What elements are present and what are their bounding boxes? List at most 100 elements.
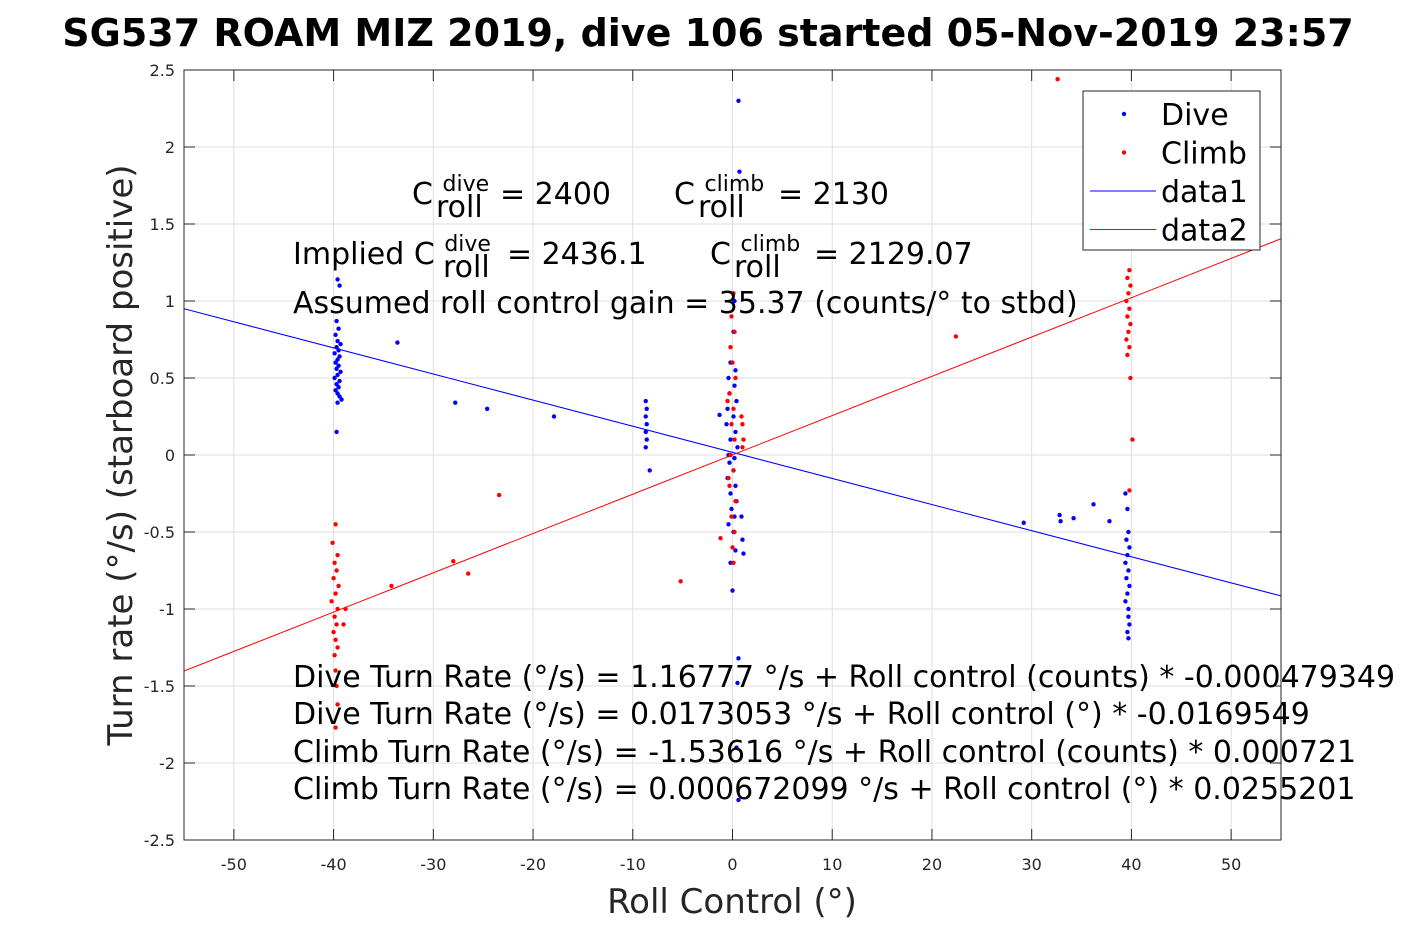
point-dive: [735, 680, 740, 686]
point-climb: [1127, 306, 1132, 311]
point-dive: [643, 398, 648, 404]
point-dive: [1127, 583, 1132, 589]
point-climb: [334, 683, 339, 689]
y-tick-label: 1.5: [150, 215, 175, 234]
point-dive: [736, 797, 741, 803]
point-climb: [732, 437, 737, 442]
point-climb: [496, 492, 502, 498]
point-climb: [389, 583, 394, 589]
legend-label: Climb: [1161, 137, 1247, 172]
point-climb: [334, 568, 339, 573]
point-dive: [1124, 576, 1129, 581]
implied-c-roll-dive-value: = 2436.1: [507, 237, 647, 272]
point-dive: [333, 360, 338, 365]
point-dive: [334, 429, 339, 435]
x-tick-label: -20: [520, 855, 546, 874]
point-dive: [1123, 560, 1128, 565]
point-dive: [717, 412, 722, 418]
point-climb: [330, 540, 335, 545]
point-dive: [732, 298, 737, 304]
point-climb: [335, 645, 340, 650]
point-climb: [343, 606, 348, 612]
implied-prefix: Implied: [293, 237, 414, 272]
point-climb: [1128, 321, 1133, 327]
point-dive: [1057, 512, 1062, 518]
point-climb: [731, 291, 736, 296]
point-climb: [1125, 275, 1130, 281]
y-tick-label: 0: [165, 446, 175, 465]
point-climb: [730, 360, 735, 365]
roll-gain-annotation: Assumed roll control gain = 35.37 (count…: [293, 286, 1078, 321]
point-dive: [1126, 636, 1131, 641]
point-climb: [726, 475, 731, 481]
point-dive: [336, 326, 341, 331]
point-climb: [953, 334, 959, 339]
point-dive: [643, 445, 648, 450]
point-dive: [1127, 622, 1132, 627]
implied-c-roll-dive-subscript: roll: [443, 250, 490, 285]
point-dive: [644, 422, 649, 427]
point-climb: [739, 414, 744, 419]
point-climb: [725, 398, 730, 404]
axis-ticks: -50 -40 -30 -20 -10 0 10 20 30 40 50-2.5-2-1.5-1-0…: [144, 61, 1281, 874]
point-dive: [1123, 491, 1128, 496]
series-climb: [329, 77, 1135, 730]
point-dive: [1021, 520, 1026, 525]
point-dive: [1071, 515, 1076, 521]
point-climb: [729, 314, 734, 319]
point-dive: [728, 491, 733, 496]
point-climb: [332, 560, 337, 565]
y-tick-label: -0.5: [144, 523, 175, 542]
y-tick-label: -1: [159, 600, 175, 619]
point-dive: [335, 277, 340, 282]
legend-label: data2: [1161, 214, 1248, 249]
x-tick-label: -50: [221, 855, 247, 874]
point-dive: [335, 372, 340, 378]
point-dive: [725, 406, 730, 411]
x-tick-label: 30: [1022, 855, 1042, 874]
c-roll-dive-annotation: C dive: [412, 172, 489, 212]
y-axis-label: Turn rate (°/s) (starboard positive): [101, 164, 141, 746]
implied-c-roll-climb-annotation: C climb: [710, 232, 800, 272]
point-climb: [1130, 437, 1135, 442]
c-symbol: C: [710, 237, 731, 272]
point-dive: [729, 506, 734, 512]
point-dive: [728, 437, 733, 442]
point-climb: [451, 559, 456, 564]
point-climb: [1124, 337, 1129, 342]
x-tick-label: -10: [620, 855, 646, 874]
point-dive: [727, 460, 732, 465]
point-climb: [331, 576, 336, 581]
c-symbol: C: [414, 237, 435, 272]
point-dive: [334, 318, 339, 324]
x-tick-label: 20: [922, 855, 942, 874]
point-climb: [731, 406, 736, 411]
point-dive: [1058, 519, 1063, 524]
point-climb: [336, 583, 341, 589]
point-climb: [335, 606, 340, 612]
point-dive: [334, 366, 339, 371]
point-dive: [733, 429, 738, 435]
point-dive: [337, 283, 342, 288]
climb-fit-degrees: Climb Turn Rate (°/s) = 0.000672099 °/s …: [293, 772, 1355, 807]
point-dive: [726, 522, 731, 527]
point-dive: [395, 340, 400, 345]
y-tick-label: 2.5: [150, 61, 175, 80]
point-climb: [740, 445, 745, 450]
point-dive: [733, 548, 738, 553]
point-dive: [734, 398, 739, 404]
y-tick-label: -2: [159, 754, 175, 773]
legend-label: data1: [1161, 175, 1248, 210]
point-climb: [733, 499, 738, 504]
point-dive: [336, 385, 341, 390]
implied-c-roll-dive-annotation: Implied C dive: [293, 232, 491, 272]
x-tick-label: 10: [822, 855, 842, 874]
y-tick-label: 0.5: [150, 369, 175, 388]
point-dive: [644, 437, 649, 442]
point-climb: [333, 725, 338, 730]
point-climb: [1125, 314, 1130, 319]
point-dive: [1127, 545, 1132, 550]
point-climb: [335, 702, 340, 707]
